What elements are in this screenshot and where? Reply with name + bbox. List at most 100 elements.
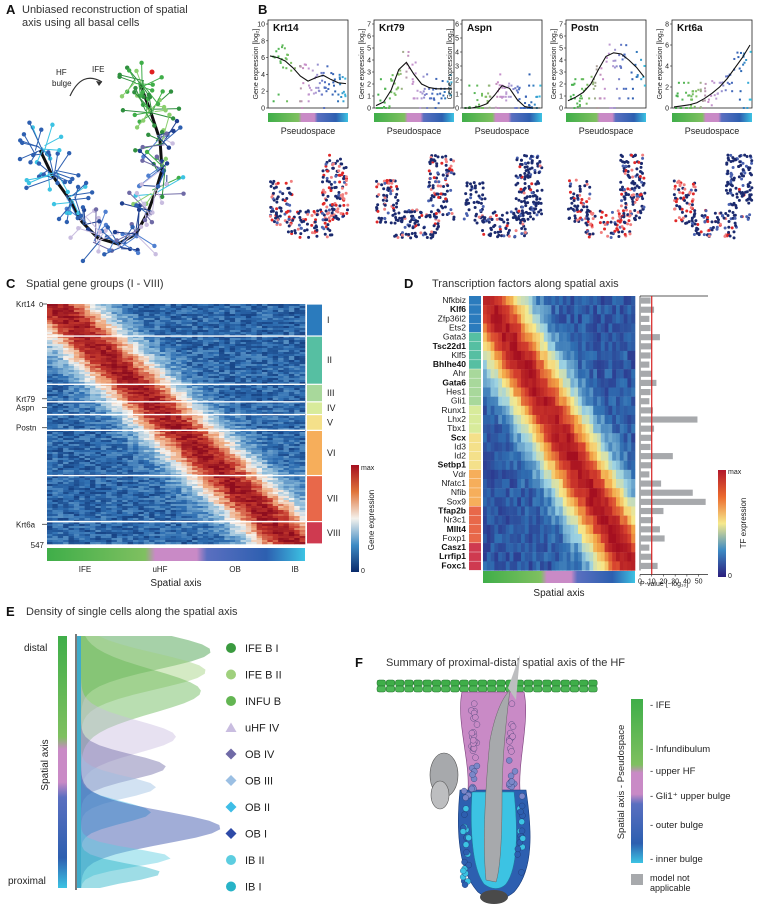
heatmap-cell	[128, 308, 134, 310]
heatmap-cell	[90, 304, 96, 306]
map-cell	[527, 171, 530, 174]
heatmap-cell	[278, 366, 284, 368]
heatmap-cell	[165, 354, 171, 356]
heatmap-cell	[181, 344, 187, 346]
heatmap-cell	[122, 386, 128, 388]
heatmap-cell	[246, 314, 252, 316]
expression-dot	[743, 62, 745, 64]
heatmap-cell	[208, 398, 214, 400]
map-cell	[298, 216, 301, 219]
map-cell	[517, 210, 520, 213]
heatmap-cell	[198, 314, 204, 316]
heatmap-cell	[289, 394, 295, 396]
heatmap-cell	[160, 372, 166, 374]
heatmap-cell	[219, 350, 225, 352]
heatmap-cell	[203, 332, 209, 334]
heatmap-cell	[262, 364, 268, 366]
heatmap-cell	[267, 372, 273, 374]
heatmap-cell	[171, 330, 177, 332]
heatmap-cell	[262, 332, 268, 334]
heatmap-cell	[224, 316, 230, 318]
y-tick-label: 2	[261, 89, 265, 96]
heatmap-cell	[90, 346, 96, 348]
map-cell	[430, 210, 433, 213]
heatmap-cell	[85, 386, 91, 388]
map-cell	[678, 216, 681, 219]
heatmap-cell	[85, 314, 91, 316]
heatmap-cell	[284, 328, 290, 330]
map-cell	[742, 184, 745, 187]
heatmap-cell	[171, 380, 177, 382]
tree-cell	[159, 75, 163, 79]
heatmap-cell	[176, 352, 182, 354]
expression-dot	[750, 51, 752, 53]
heatmap-cell	[262, 408, 268, 410]
heatmap-cell	[294, 338, 300, 340]
heatmap-cell	[155, 378, 161, 380]
map-cell	[531, 191, 534, 194]
heatmap-cell	[171, 326, 177, 328]
heatmap-cell	[230, 342, 236, 344]
heatmap-cell	[128, 356, 134, 358]
heatmap-cell	[224, 394, 230, 396]
heatmap-cell	[278, 408, 284, 410]
map-cell	[444, 193, 447, 196]
map-cell	[378, 217, 381, 220]
map-cell	[606, 235, 609, 238]
heatmap-cell	[181, 404, 187, 406]
map-cell	[442, 185, 445, 188]
heatmap-cell	[284, 360, 290, 362]
map-cell	[733, 236, 736, 239]
heatmap-cell	[165, 338, 171, 340]
map-cell	[395, 205, 398, 208]
heatmap-cell	[294, 392, 300, 394]
heatmap-cell	[257, 320, 263, 322]
map-cell	[740, 215, 743, 218]
expression-dot	[512, 88, 514, 90]
heatmap-cell	[273, 366, 279, 368]
expression-dot	[420, 91, 422, 93]
map-cell	[342, 204, 345, 207]
heatmap-cell	[101, 312, 107, 314]
heatmap-cell	[160, 342, 166, 344]
expression-dot	[402, 51, 404, 53]
heatmap-cell	[214, 366, 220, 368]
heatmap-cell	[85, 372, 91, 374]
heatmap-cell	[63, 312, 69, 314]
x-axis-label: Pseudospace	[387, 126, 442, 136]
heatmap-cell	[284, 352, 290, 354]
heatmap-cell	[165, 394, 171, 396]
heatmap-cell	[133, 352, 139, 354]
map-cell	[452, 172, 455, 175]
heatmap-cell	[273, 362, 279, 364]
heatmap-cell	[192, 350, 198, 352]
heatmap-cell	[208, 418, 214, 420]
expression-dot	[328, 83, 330, 85]
heatmap-cell	[246, 388, 252, 390]
expression-dot	[612, 65, 614, 67]
heatmap-cell	[235, 312, 241, 314]
heatmap-cell	[149, 340, 155, 342]
heatmap-cell	[128, 348, 134, 350]
heatmap-cell	[267, 308, 273, 310]
heatmap-cell	[235, 358, 241, 360]
heatmap-cell	[187, 360, 193, 362]
heatmap-cell	[203, 312, 209, 314]
heatmap-cell	[69, 328, 75, 330]
heatmap-cell	[112, 410, 118, 412]
heatmap-cell	[112, 304, 118, 306]
heatmap-cell	[192, 394, 198, 396]
map-cell	[474, 184, 477, 187]
heatmap-cell	[149, 346, 155, 348]
heatmap-cell	[251, 394, 257, 396]
heatmap-cell	[257, 390, 263, 392]
heatmap-cell	[95, 388, 101, 390]
heatmap-cell	[278, 318, 284, 320]
heatmap-cell	[47, 312, 53, 314]
heatmap-cell	[181, 392, 187, 394]
map-cell	[275, 207, 278, 210]
expression-dot	[611, 107, 613, 109]
map-cell	[620, 204, 623, 207]
heatmap-cell	[284, 370, 290, 372]
